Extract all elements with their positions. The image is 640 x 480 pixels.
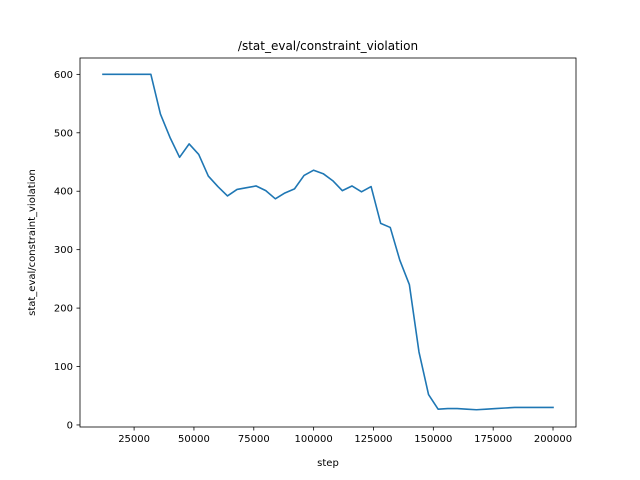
x-tick-label: 50000 <box>178 434 210 445</box>
y-tick-label: 400 <box>54 187 73 198</box>
y-tick-label: 600 <box>54 70 73 81</box>
y-tick-label: 100 <box>54 362 73 373</box>
y-tick-label: 500 <box>54 128 73 139</box>
x-tick-label: 175000 <box>474 434 512 445</box>
x-tick-label: 25000 <box>118 434 150 445</box>
x-tick-label: 150000 <box>414 434 452 445</box>
chart-title: /stat_eval/constraint_violation <box>238 39 418 53</box>
y-tick-label: 300 <box>54 245 73 256</box>
x-tick-label: 200000 <box>534 434 572 445</box>
x-tick-label: 125000 <box>354 434 392 445</box>
axes-frame <box>79 57 577 428</box>
y-tick-label: 200 <box>54 304 73 315</box>
x-axis-label: step <box>317 458 339 469</box>
x-tick-label: 100000 <box>295 434 333 445</box>
plot-area: 25000 50000 75000 100000 125000 150000 175000 2… <box>54 57 577 445</box>
y-axis-label: stat_eval/constraint_violation <box>27 169 38 316</box>
y-tick-label: 0 <box>67 420 73 431</box>
series-line <box>102 73 554 411</box>
x-tick-label: 75000 <box>238 434 270 445</box>
